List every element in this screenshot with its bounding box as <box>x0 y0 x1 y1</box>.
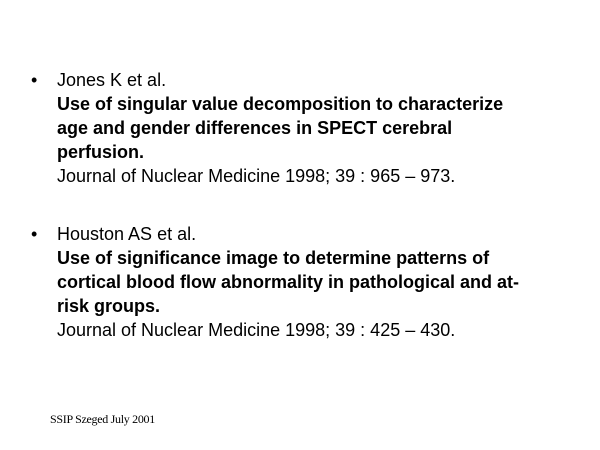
reference-title-line: age and gender differences in SPECT cere… <box>57 118 453 138</box>
bullet-icon: • <box>31 224 38 244</box>
slide-footer: SSIP Szeged July 2001 <box>50 412 155 426</box>
reference-title-line: perfusion. <box>57 142 145 162</box>
reference-author: Houston AS et al. <box>57 224 197 244</box>
reference-title-line: Use of singular value decomposition to c… <box>57 94 504 114</box>
reference-title-line: cortical blood flow abnormality in patho… <box>57 272 520 292</box>
reference-citation: Journal of Nuclear Medicine 1998; 39 : 9… <box>57 166 456 186</box>
reference-title-line: Use of significance image to determine p… <box>57 248 490 268</box>
reference-citation: Journal of Nuclear Medicine 1998; 39 : 4… <box>57 320 456 340</box>
reference-author: Jones K et al. <box>57 70 167 90</box>
bullet-icon: • <box>31 70 38 90</box>
reference-title-line: risk groups. <box>57 296 161 316</box>
